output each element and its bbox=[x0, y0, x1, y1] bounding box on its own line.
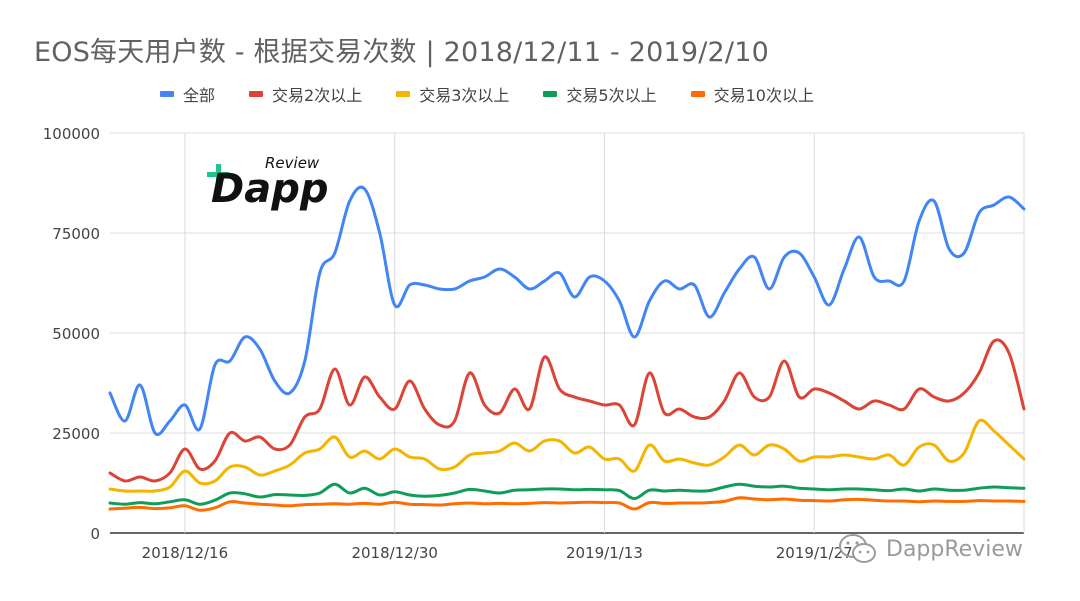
series-line bbox=[108, 496, 1026, 512]
legend-item: 交易5次以上 bbox=[543, 82, 657, 106]
logo-accent-plus bbox=[216, 164, 221, 184]
legend-label: 交易10次以上 bbox=[713, 86, 814, 105]
y-tick-label: 50000 bbox=[52, 325, 100, 343]
x-tick-label: 2019/1/13 bbox=[566, 544, 643, 562]
legend-swatch bbox=[160, 91, 174, 97]
watermark-text: DappReview bbox=[886, 536, 1023, 562]
x-tick-label: 2018/12/16 bbox=[142, 544, 228, 562]
legend-item: 交易10次以上 bbox=[690, 82, 814, 106]
legend-swatch bbox=[249, 91, 264, 97]
legend-item: 交易2次以上 bbox=[249, 82, 362, 106]
logo-small-text: Review bbox=[265, 154, 320, 172]
series-line bbox=[108, 418, 1026, 493]
y-tick-label: 100000 bbox=[43, 125, 100, 143]
series-line bbox=[108, 482, 1026, 506]
chart-title: EOS每天用户数 - 根据交易次数 | 2018/12/11 - 2019/2/… bbox=[34, 37, 769, 68]
y-tick-label: 75000 bbox=[52, 225, 100, 243]
legend-item: 交易3次以上 bbox=[396, 82, 509, 106]
wechat-icon bbox=[839, 534, 876, 563]
legend-label: 全部 bbox=[183, 86, 216, 105]
x-tick-label: 2018/12/30 bbox=[351, 544, 437, 562]
legend-swatch bbox=[396, 91, 411, 97]
legend-swatch bbox=[690, 91, 705, 97]
series-line bbox=[108, 338, 1026, 483]
dapp-logo: Dapp Review bbox=[207, 154, 328, 212]
legend-label: 交易3次以上 bbox=[419, 86, 510, 105]
legend-label: 交易5次以上 bbox=[566, 86, 657, 105]
series-line bbox=[108, 185, 1026, 436]
chart-legend: 全部 交易2次以上 交易3次以上 交易5次以上 交易10次以上 bbox=[160, 82, 814, 106]
x-tick-label: 2019/1/27 bbox=[776, 544, 853, 562]
watermark: DappReview bbox=[838, 532, 1023, 566]
logo-text: Dapp bbox=[211, 166, 328, 212]
legend-item: 全部 bbox=[160, 82, 215, 106]
y-tick-label: 25000 bbox=[52, 425, 100, 443]
legend-label: 交易2次以上 bbox=[272, 86, 363, 105]
legend-swatch bbox=[543, 91, 558, 97]
y-tick-label: 0 bbox=[90, 525, 100, 543]
